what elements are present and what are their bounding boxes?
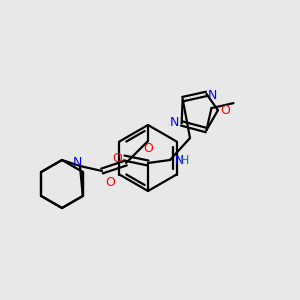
Text: H: H bbox=[179, 154, 189, 167]
Text: N: N bbox=[170, 116, 179, 129]
Text: N: N bbox=[175, 154, 184, 166]
Text: O: O bbox=[220, 104, 230, 117]
Text: N: N bbox=[72, 157, 82, 169]
Text: O: O bbox=[143, 142, 153, 154]
Text: O: O bbox=[105, 176, 115, 190]
Text: N: N bbox=[208, 89, 217, 102]
Text: O: O bbox=[112, 152, 122, 164]
